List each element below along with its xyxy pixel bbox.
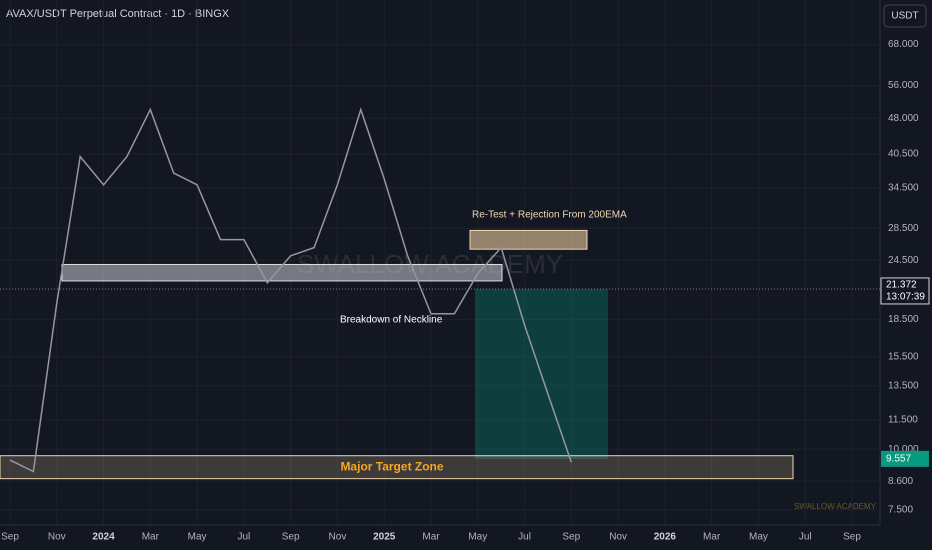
- x-tick-label: Nov: [48, 532, 66, 543]
- y-tick-label: 11.500: [888, 414, 918, 425]
- x-tick-label: Sep: [562, 532, 580, 543]
- countdown-label: 13:07:39: [886, 292, 925, 303]
- currency-button[interactable]: [883, 4, 927, 28]
- x-tick-label: Sep: [1, 532, 19, 543]
- chart-title: AVAX/USDT Perpetual Contract · 1D · BING…: [6, 8, 230, 20]
- x-tick-label: Jul: [237, 532, 250, 543]
- y-tick-label: 56.000: [888, 80, 919, 91]
- zone: [469, 229, 588, 250]
- annotation: Major Target Zone: [340, 459, 443, 473]
- x-tick-label: Mar: [703, 532, 721, 543]
- x-tick-label: Sep: [282, 532, 300, 543]
- target-price-box: [881, 450, 929, 467]
- x-tick-label: Nov: [609, 532, 627, 543]
- y-tick-label: 24.500: [888, 255, 919, 266]
- x-tick-label: Jul: [518, 532, 531, 543]
- x-tick-label: May: [468, 532, 487, 543]
- annotation: Breakdown of Neckline: [340, 315, 443, 326]
- annotation: Re-Test + Rejection From 200EMA: [472, 210, 627, 221]
- y-tick-label: 68.000: [888, 39, 919, 50]
- price-line: [9, 107, 573, 473]
- y-tick-label: 40.500: [888, 149, 919, 160]
- x-tick-label: May: [749, 532, 768, 543]
- x-tick-label: 2024: [92, 532, 115, 543]
- x-tick-label: May: [188, 532, 207, 543]
- y-tick-label: 10.000: [888, 444, 919, 455]
- footer-brand: SWALLOW ACADEMY: [794, 502, 877, 511]
- x-tick-label: Mar: [142, 532, 160, 543]
- last-price-label: 21.372: [886, 280, 917, 291]
- last-price-box: [880, 277, 930, 305]
- x-tick-label: Sep: [843, 532, 861, 543]
- y-tick-label: 28.500: [888, 223, 919, 234]
- y-tick-label: 18.500: [888, 314, 919, 325]
- y-tick-label: 7.500: [888, 505, 913, 516]
- y-tick-label: 34.500: [888, 182, 919, 193]
- x-tick-label: Nov: [329, 532, 347, 543]
- target-price-label: 9.557: [886, 453, 911, 464]
- x-tick-label: Jul: [799, 532, 812, 543]
- y-tick-label: 15.500: [888, 351, 919, 362]
- x-tick-label: 2025: [373, 532, 396, 543]
- zone: [0, 455, 794, 480]
- y-tick-label: 8.600: [888, 476, 913, 487]
- y-tick-label: 13.500: [888, 381, 919, 392]
- x-tick-label: Mar: [422, 532, 440, 543]
- y-tick-label: 48.000: [888, 113, 919, 124]
- x-tick-label: 2026: [654, 532, 677, 543]
- currency-label: USDT: [891, 11, 918, 22]
